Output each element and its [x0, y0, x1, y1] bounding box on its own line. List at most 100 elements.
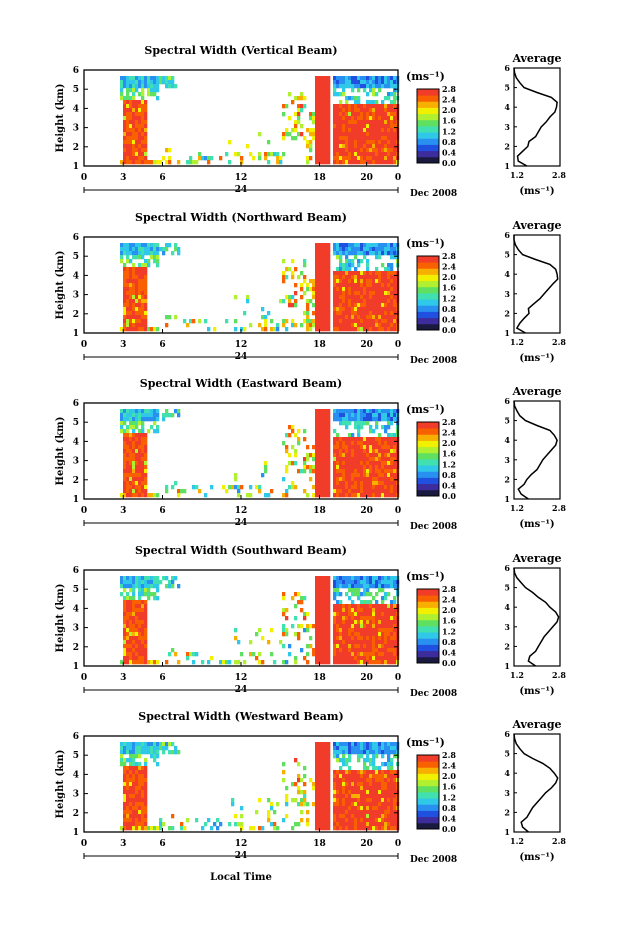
heatmap-cell — [384, 790, 388, 795]
heatmap-cell — [378, 319, 382, 324]
heatmap-cell — [318, 100, 322, 105]
y-tick-label: 4 — [73, 770, 79, 780]
heatmap-cell — [390, 457, 394, 462]
heatmap-cell — [384, 656, 388, 661]
heatmap-cell — [387, 409, 391, 414]
heatmap-cell — [387, 636, 391, 641]
heatmap-cell — [315, 104, 319, 109]
heatmap-cell — [300, 790, 304, 795]
heatmap-cell — [357, 616, 361, 621]
heatmap-cell — [324, 144, 328, 149]
heatmap-cell — [123, 652, 127, 657]
heatmap-cell — [366, 652, 370, 657]
heatmap-cell — [231, 798, 235, 803]
heatmap-cell — [375, 656, 379, 661]
heatmap-cell — [141, 608, 145, 613]
heatmap-cell — [138, 592, 142, 597]
heatmap-cell — [315, 750, 319, 755]
heatmap-cell — [372, 453, 376, 458]
colorbar-swatch — [417, 101, 439, 108]
heatmap-cell — [138, 140, 142, 145]
heatmap-cell — [321, 409, 325, 414]
heatmap-cell — [348, 263, 352, 268]
heatmap-cell — [372, 814, 376, 819]
heatmap-cell — [129, 584, 133, 589]
heatmap-cell — [393, 148, 397, 153]
heatmap-cell — [384, 425, 388, 430]
heatmap-cell — [351, 136, 355, 141]
heatmap-cell — [393, 473, 397, 478]
heatmap-cell — [129, 445, 133, 450]
average-y-tick-label: 6 — [504, 563, 510, 573]
heatmap-cell — [318, 822, 322, 827]
heatmap-cell — [168, 584, 172, 589]
heatmap-cell — [369, 136, 373, 141]
heatmap-cell — [174, 746, 178, 751]
heatmap-cell — [387, 477, 391, 482]
heatmap-cell — [324, 648, 328, 653]
heatmap-cell — [141, 616, 145, 621]
heatmap-cell — [123, 303, 127, 308]
heatmap-cell — [357, 473, 361, 478]
heatmap-cell — [393, 112, 397, 117]
heatmap-cell — [387, 457, 391, 462]
heatmap-cell — [363, 295, 367, 300]
heatmap-cell — [336, 457, 340, 462]
heatmap-cell — [309, 319, 313, 324]
heatmap-cell — [339, 80, 343, 85]
heatmap-cell — [378, 794, 382, 799]
heatmap-cell — [342, 88, 346, 93]
heatmap-cell — [282, 592, 286, 597]
heatmap-cell — [333, 140, 337, 145]
heatmap-cell — [369, 616, 373, 621]
heatmap-cell — [333, 84, 337, 89]
heatmap-cell — [387, 84, 391, 89]
heatmap-cell — [249, 152, 253, 157]
heatmap-cell — [327, 798, 331, 803]
heatmap-cell — [348, 584, 352, 589]
heatmap-cell — [345, 104, 349, 109]
heatmap-cell — [384, 251, 388, 256]
heatmap-cell — [300, 104, 304, 109]
heatmap-cell — [390, 644, 394, 649]
average-x-tick-label: 2.8 — [552, 170, 566, 180]
heatmap-cell — [333, 477, 337, 482]
heatmap-cell — [372, 762, 376, 767]
heatmap-cell — [282, 612, 286, 617]
heatmap-cell — [321, 770, 325, 775]
heatmap-cell — [327, 421, 331, 426]
heatmap-cell — [378, 453, 382, 458]
heatmap-cell — [327, 267, 331, 272]
x-tick-label: 20 — [360, 506, 373, 516]
heatmap-cell — [333, 295, 337, 300]
heatmap-cell — [348, 267, 352, 272]
heatmap-cell — [363, 620, 367, 625]
heatmap-cell — [141, 299, 145, 304]
heatmap-cell — [351, 652, 355, 657]
heatmap-cell — [132, 291, 136, 296]
heatmap-cell — [357, 822, 361, 827]
heatmap-cell — [384, 810, 388, 815]
heatmap-cell — [144, 160, 148, 165]
heatmap-cell — [132, 616, 136, 621]
heatmap-cell — [120, 255, 124, 260]
heatmap-cell — [132, 453, 136, 458]
heatmap-cell — [234, 319, 238, 324]
heatmap-cell — [387, 120, 391, 125]
heatmap-cell — [372, 790, 376, 795]
heatmap-cell — [237, 660, 241, 665]
heatmap-cell — [321, 76, 325, 81]
heatmap-cell — [369, 770, 373, 775]
heatmap-cell — [375, 770, 379, 775]
heatmap-cell — [366, 307, 370, 312]
heatmap-cell — [363, 323, 367, 328]
heatmap-cell — [327, 108, 331, 113]
heatmap-cell — [375, 640, 379, 645]
heatmap-cell — [315, 746, 319, 751]
colorbar-tick-label: 0.0 — [442, 491, 456, 501]
heatmap-cell — [354, 628, 358, 633]
heatmap-cell — [366, 319, 370, 324]
colorbar-tick-label: 0.0 — [442, 158, 456, 168]
heatmap-cell — [321, 327, 325, 332]
heatmap-cell — [351, 243, 355, 248]
